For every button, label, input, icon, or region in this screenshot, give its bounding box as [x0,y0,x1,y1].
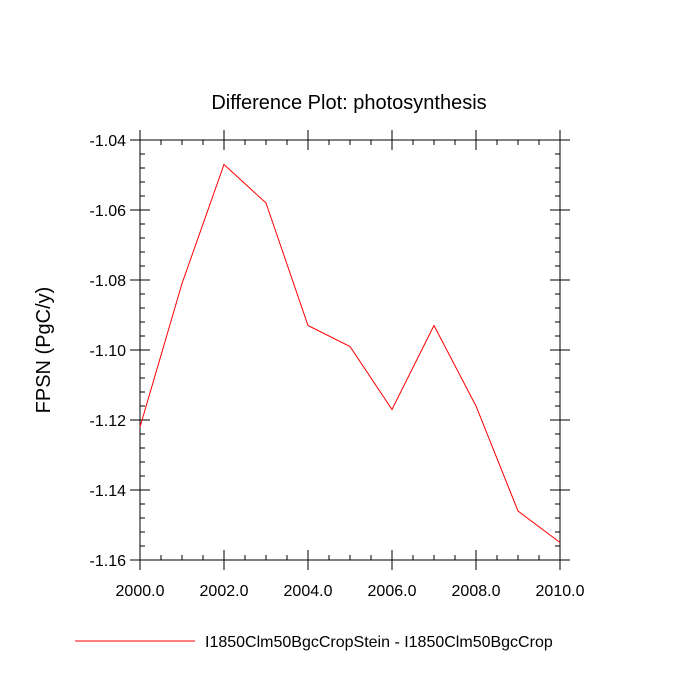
legend-label: I1850Clm50BgcCropStein - I1850Clm50BgcCr… [205,634,553,651]
y-tick-label: -1.08 [90,273,127,290]
y-tick-label: -1.12 [90,413,127,430]
x-tick-label: 2000.0 [116,583,165,600]
axis-ticks: 2000.0 2002.0 2004.0 2006.0 2008.0 2010.0 -1.0… [90,130,585,600]
legend: I1850Clm50BgcCropStein - I1850Clm50BgcCr… [75,634,553,651]
y-axis-label: FPSN (PgC/y) [33,287,55,414]
series-layer [139,163,561,543]
y-tick-label: -1.16 [90,553,127,570]
y-tick-label: -1.04 [90,133,127,150]
chart-title: Difference Plot: photosynthesis [211,92,486,114]
y-tick-label: -1.14 [90,483,127,500]
x-tick-label: 2004.0 [284,583,333,600]
x-tick-label: 2006.0 [368,583,417,600]
series-line [139,163,561,543]
x-tick-label: 2010.0 [536,583,585,600]
y-tick-label: -1.06 [90,203,127,220]
y-tick-label: -1.10 [90,343,127,360]
x-tick-label: 2002.0 [200,583,249,600]
plot-frame [139,139,561,561]
x-tick-label: 2008.0 [452,583,501,600]
